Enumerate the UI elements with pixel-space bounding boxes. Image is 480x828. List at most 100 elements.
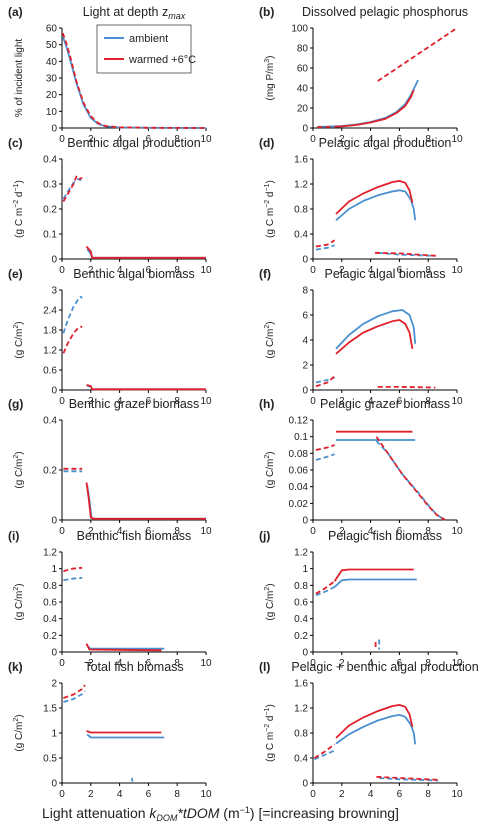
panel-a-title: Light at depth zmax [83,5,186,21]
panel-j-tag: (j) [259,529,270,543]
ytick-label: 0.4 [294,754,308,765]
panel-b-tag: (b) [259,5,274,19]
panel-f-warmed-line-1 [315,375,336,388]
xtick-label: 4 [117,396,123,407]
panel-i-ambient-line-1 [63,576,83,582]
panel-e-title: Benthic algal biomass [73,267,195,281]
panel-d-tag: (d) [259,136,274,150]
panel-c-tag: (c) [8,136,23,150]
ytick-label: 1.6 [294,679,308,690]
ytick-label: 80 [297,44,309,55]
panel-a: (a) Light at depth zmax % of incident ligh… [8,5,212,145]
xtick-label: 4 [368,526,374,537]
xtick-label: 4 [117,526,123,537]
panel-h-title: Pelagic grazer biomass [320,397,450,411]
xtick-label: 2 [88,396,94,407]
xtick-label: 6 [146,526,152,537]
panel-d-warmed-line-1 [315,239,336,248]
panel-b-title: Dissolved pelagic phosphorus [302,5,468,19]
panel-j-ylabel: (g C/m2) [264,583,276,620]
panel-b: (b) Dissolved pelagic phosphorus (mg P/m3)… [259,5,468,145]
xtick-label: 2 [339,526,345,537]
ytick-label: 2.4 [43,306,57,317]
xtick-label: 0 [59,396,65,407]
ytick-label: 1.2 [43,346,57,357]
ytick-label: 2 [51,679,57,690]
panel-b-ambient-line-1 [317,79,419,128]
xtick-label: 0 [310,134,316,145]
panel-c: (c) Benthic algal production (g C m−2 d−1)… [8,136,212,276]
ytick-label: 0 [302,779,308,790]
xtick-label: 0 [310,789,316,800]
ytick-label: 0.8 [294,205,308,216]
ytick-label: 1.8 [43,326,57,337]
xtick-label: 2 [88,134,94,145]
xtick-label: 10 [200,396,212,407]
ytick-label: 1 [51,729,57,740]
xtick-label: 10 [451,134,463,145]
panel-j-title: Pelagic fish biomass [328,529,442,543]
panel-g-ylabel: (g C/m2) [13,451,25,488]
xtick-label: 10 [451,526,463,537]
panel-c-ambient-line-2 [86,248,206,259]
ytick-label: 3 [51,286,57,297]
ytick-label: 0.8 [43,581,57,592]
ytick-label: 1.5 [43,704,57,715]
xtick-label: 6 [146,658,152,669]
xtick-label: 6 [146,134,152,145]
panel-g: (g) Benthic grazer biomass (g C/m2) 0 0.2 0.4… [8,397,212,537]
ytick-label: 60 [297,64,309,75]
xtick-label: 2 [88,526,94,537]
panel-k: (k) Total fish biomass(g C/m2)00.511.520 2… [8,660,212,800]
panel-e-ambient-line-1 [62,295,83,334]
xtick-label: 4 [368,658,374,669]
ytick-label: 0.3 [43,180,57,191]
xtick-label: 4 [368,265,374,276]
xtick-label: 0 [59,134,65,145]
xtick-label: 8 [174,265,180,276]
xtick-label: 10 [200,265,212,276]
panel-e-tag: (e) [8,267,23,281]
panel-l-warmed-line-3 [376,775,440,781]
ytick-label: 4 [302,336,308,347]
xtick-label: 4 [368,134,374,145]
panel-l: (l) Pelagic + benthic algal production (g … [259,660,479,800]
panel-f-warmed-line-2 [335,319,414,355]
ytick-label: 0 [302,255,308,266]
xtick-label: 0 [59,265,65,276]
ytick-label: 40 [297,84,309,95]
x-axis-label: Light attenuation kDOM*tDOM (m−1) [=incr… [42,805,399,823]
ytick-label: 0 [51,516,57,527]
xtick-label: 8 [425,396,431,407]
xtick-label: 8 [174,396,180,407]
ytick-label: 0.02 [289,499,309,510]
panel-j: (j) Pelagic fish biomass (g C/m2) 0 0.2 0.4 0.… [259,529,463,669]
ytick-label: 0.06 [289,466,309,477]
panel-h-ambient-line-1 [315,453,335,461]
xtick-label: 8 [425,526,431,537]
ytick-label: 0 [302,386,308,397]
panel-h: (h) Pelagic grazer biomass (g C/m2) 0 0.02 0.… [259,397,463,537]
xtick-label: 2 [339,396,345,407]
ytick-label: 0.12 [289,416,309,427]
panel-l-warmed-line-2 [335,704,414,739]
panel-f-ylabel: (g C/m2) [264,321,276,358]
ytick-label: 0.2 [43,205,57,216]
xtick-label: 6 [397,789,403,800]
ytick-label: 0.4 [294,614,308,625]
panel-l-ambient-line-2 [335,714,417,745]
xtick-label: 8 [425,134,431,145]
panel-l-ylabel: (g C m−2 d−1) [264,704,276,762]
ytick-label: 0.1 [43,230,57,241]
ytick-label: 0 [302,648,308,659]
ytick-label: 0.2 [294,631,308,642]
xtick-label: 6 [397,265,403,276]
panel-c-warmed-line-2 [85,245,206,259]
ytick-label: 1.2 [294,704,308,715]
panel-g-title: Benthic grazer biomass [69,397,200,411]
panel-e-warmed-line-2 [86,384,206,391]
xtick-label: 2 [88,789,94,800]
panel-k-warmed-line-1 [63,684,86,699]
ytick-label: 10 [46,107,58,118]
